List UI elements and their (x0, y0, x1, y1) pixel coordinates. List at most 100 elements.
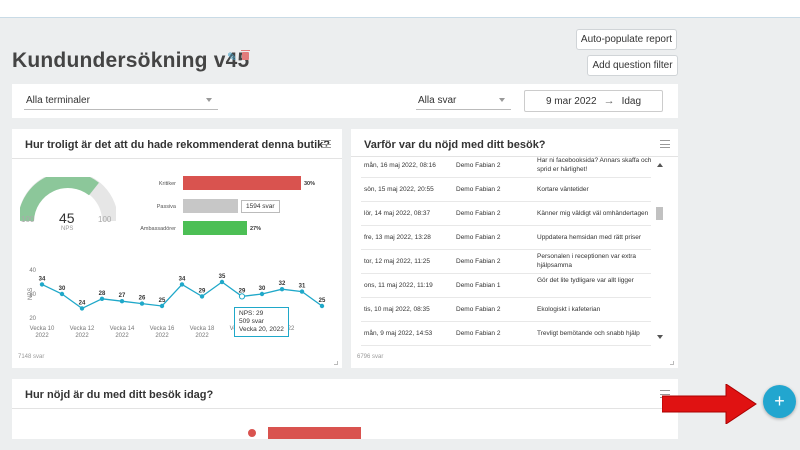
row-user: Demo Fabian 2 (456, 258, 501, 265)
date-range-picker[interactable]: 9 mar 2022 → Idag (524, 90, 663, 112)
gauge-value: 45 (59, 210, 75, 226)
satisfaction-card-title: Hur nöjd är du med ditt besök idag? (25, 389, 214, 401)
card-divider (12, 158, 342, 159)
trash-icon[interactable] (241, 50, 250, 60)
terminal-select[interactable]: Alla terminaler (24, 92, 218, 110)
resize-handle-icon[interactable] (334, 361, 338, 365)
gauge-max-label: 100 (98, 215, 112, 224)
data-label: 34 (179, 276, 186, 282)
promoters-bar[interactable] (183, 221, 247, 235)
data-label: 27 (119, 293, 126, 299)
x-tick-year-label: 2022 (195, 333, 209, 339)
table-row[interactable]: mån, 16 maj 2022, 08:16 Demo Fabian 2 Har … (361, 154, 651, 178)
data-label: 25 (319, 298, 326, 304)
scroll-thumb[interactable] (656, 207, 663, 220)
card-divider (12, 408, 678, 409)
data-label: 30 (259, 286, 266, 292)
passives-label: Passiva (156, 204, 176, 210)
critics-bar[interactable] (183, 176, 301, 190)
x-tick-year-label: 2022 (75, 333, 89, 339)
page-title: Kundundersökning v45 (12, 49, 250, 72)
data-point (319, 303, 325, 309)
tooltip-line-2: 509 svar (239, 318, 264, 325)
x-tick-year-label: 2022 (35, 333, 49, 339)
table-row[interactable]: sön, 15 maj 2022, 20:55 Demo Fabian 2 Kort… (361, 178, 651, 202)
row-user: Demo Fabian 2 (456, 162, 501, 169)
add-question-filter-button[interactable]: Add question filter (587, 55, 678, 76)
red-arrow-annotation (662, 384, 757, 424)
hamburger-menu-icon[interactable] (321, 140, 331, 148)
satisfaction-bar[interactable] (268, 427, 361, 439)
data-point (79, 306, 85, 311)
data-point (199, 294, 205, 299)
data-label: 25 (159, 298, 166, 304)
date-to: Idag (621, 95, 642, 107)
row-comment: Har ni facebooksida? Annars skaffa och s… (537, 157, 652, 173)
chart-tooltip: NPS: 29 509 svar Vecka 20, 2022 (234, 307, 289, 337)
row-date: fre, 13 maj 2022, 13:28 (364, 234, 431, 241)
nps-card: Hur troligt är det att du hade rekommend… (12, 129, 342, 368)
comments-card-footer: 6796 svar (357, 354, 384, 360)
terminal-select-value: Alla terminaler (26, 95, 90, 106)
table-row[interactable]: lör, 14 maj 2022, 08:37 Demo Fabian 2 Känn… (361, 202, 651, 226)
comments-scrollbar[interactable] (656, 163, 663, 339)
answers-select[interactable]: Alla svar (416, 92, 511, 110)
passives-bar[interactable] (183, 199, 238, 213)
comments-card: Varför var du nöjd med ditt besök? mån, … (351, 129, 678, 368)
pencil-icon[interactable]: ✎ (227, 50, 238, 64)
data-label: 32 (279, 281, 286, 287)
gauge-min-label: 100 (21, 215, 35, 224)
data-label: 24 (79, 300, 86, 306)
top-bar (0, 0, 800, 18)
tooltip-line-1: NPS: 29 (239, 310, 264, 317)
x-tick-label: Vecka 14 (110, 326, 135, 332)
row-user: Demo Fabian 2 (456, 210, 501, 217)
data-point (238, 293, 246, 300)
row-date: tis, 10 maj 2022, 08:35 (364, 306, 430, 313)
resize-handle-icon[interactable] (670, 361, 674, 365)
table-row[interactable]: tis, 10 maj 2022, 08:35 Demo Fabian 2 Ekol… (361, 298, 651, 322)
data-label: 29 (239, 288, 246, 294)
data-point (119, 299, 125, 304)
data-label: 34 (39, 276, 46, 282)
data-point (59, 291, 65, 297)
gauge-nps-label: NPS (61, 226, 74, 232)
critics-percent: 30% (304, 181, 316, 187)
row-user: Demo Fabian 2 (456, 330, 501, 337)
scroll-up-icon[interactable] (657, 163, 663, 167)
table-row[interactable]: tor, 12 maj 2022, 11:25 Demo Fabian 2 Pers… (361, 250, 651, 274)
answers-select-value: Alla svar (418, 95, 457, 106)
nps-trend-chart: NPS 40 30 20 34 30 24 28 27 26 25 34 29 35 29 30 32 31 25 V… (28, 268, 326, 339)
data-point (219, 279, 225, 285)
row-comment: Känner mig väldigt väl omhändertagen (537, 210, 649, 217)
data-label: 26 (139, 296, 146, 302)
table-row[interactable]: fre, 13 maj 2022, 13:28 Demo Fabian 2 Uppd… (361, 226, 651, 250)
data-point (139, 301, 145, 306)
row-comment: Trevligt bemötande och snabb hjälp (537, 330, 640, 337)
hamburger-menu-icon[interactable] (660, 140, 670, 148)
auto-populate-report-button[interactable]: Auto-populate report (576, 29, 677, 50)
date-from: 9 mar 2022 (545, 95, 597, 107)
x-tick-label: Vecka 18 (190, 326, 215, 332)
table-row[interactable]: ons, 11 maj 2022, 11:19 Demo Fabian 1 Gör … (361, 274, 651, 298)
comments-card-title: Varför var du nöjd med ditt besök? (364, 139, 546, 151)
row-date: mån, 9 maj 2022, 14:53 (364, 330, 433, 337)
row-user: Demo Fabian 1 (456, 282, 501, 289)
scroll-down-icon[interactable] (657, 335, 663, 339)
critics-label: Kritiker (158, 181, 176, 187)
data-point (179, 282, 185, 287)
row-date: lör, 14 maj 2022, 08:37 (364, 210, 431, 217)
tooltip-line-3: Vecka 20, 2022 (239, 326, 284, 333)
passives-tooltip: 1594 svar (241, 200, 280, 213)
row-comment: Uppdatera hemsidan med rätt priser (537, 234, 642, 241)
row-user: Demo Fabian 2 (456, 186, 501, 193)
data-point (259, 291, 265, 297)
add-widget-button[interactable]: + (763, 385, 796, 418)
arrow-right-icon: → (603, 95, 615, 107)
data-point (99, 296, 105, 301)
data-label: 35 (219, 274, 226, 280)
data-label: 29 (199, 288, 206, 294)
table-row[interactable]: mån, 9 maj 2022, 14:53 Demo Fabian 2 Trevl… (361, 322, 651, 346)
chevron-down-icon (499, 98, 505, 102)
row-date: tor, 12 maj 2022, 11:25 (364, 258, 431, 265)
